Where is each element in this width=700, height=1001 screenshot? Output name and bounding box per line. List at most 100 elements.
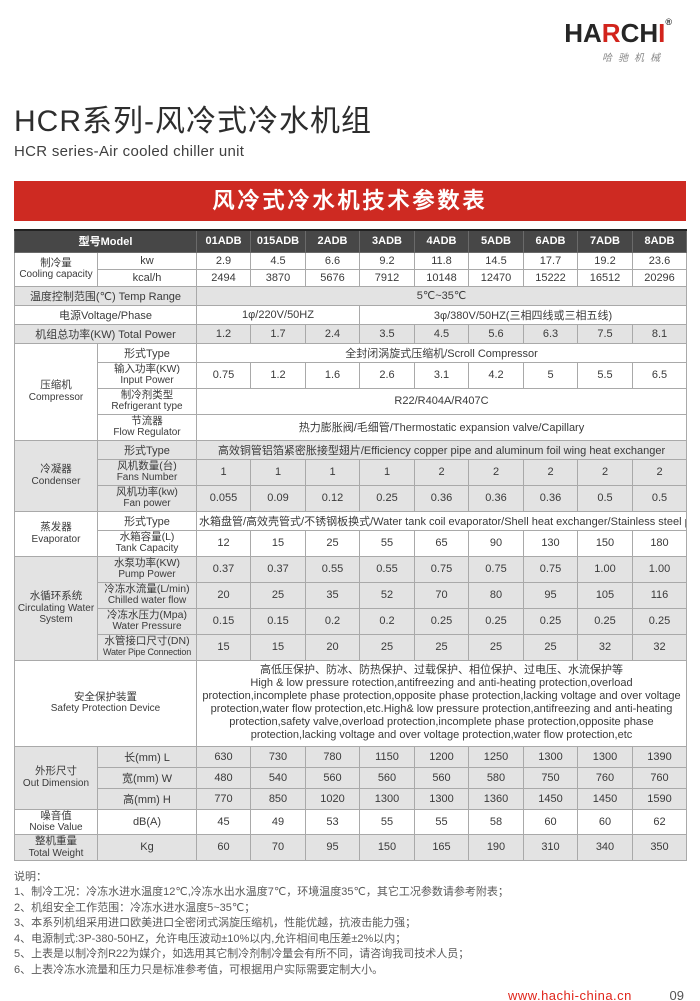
value-cell: 1300 (523, 745, 578, 768)
table-row-temp-range: 温度控制范围(℃) Temp Range 5℃~35℃ (14, 285, 687, 306)
row-label-zh: 冷冻水流量(L/min) (104, 582, 190, 595)
group-label-zh: 冷凝器 (40, 463, 72, 476)
model-header-cell: 3ADB (359, 229, 415, 253)
group-label-zh: 外形尺寸 (35, 765, 77, 778)
table-title-banner: 风冷式冷水机技术参数表 (14, 181, 686, 221)
registered-mark-icon: ® (665, 17, 672, 27)
row-label-input-power: 输入功率(KW) Input Power (97, 361, 197, 389)
table-row-weight: 整机重量 Total Weight Kg 60 70 95 150 165 190 310 34… (14, 834, 687, 861)
table-row-compressor-type: 压缩机 Compressor 形式Type 全封闭涡旋式压缩机/Scroll Co… (14, 342, 687, 441)
value-cell: 1300 (359, 787, 415, 810)
value-cell: 310 (523, 834, 578, 861)
value-cell: 55 (414, 808, 469, 836)
value-cell: 60 (196, 834, 251, 861)
value-cell: 0.2 (305, 607, 360, 635)
value-cell: 25 (414, 633, 469, 661)
value-cell: 1450 (523, 787, 578, 810)
condenser-type-value: 高效铜管铝箔紧密胀接型翅片/Efficiency copper pipe and… (196, 439, 687, 460)
group-label-safety: 安全保护装置 Safety Protection Device (14, 659, 197, 747)
value-cell: 20 (196, 581, 251, 609)
value-cell: 35 (305, 581, 360, 609)
value-cell: 1 (305, 458, 360, 486)
value-cell: 11.8 (414, 251, 469, 270)
brand-text-red: R (601, 18, 621, 48)
value-cell: 560 (359, 766, 415, 789)
safety-protection-text: 高低压保护、防冰、防热保护、过载保护、相位保护、过电压、水流保护等 High & … (196, 659, 687, 747)
value-cell: 0.5 (632, 484, 687, 512)
value-cell: 0.15 (250, 607, 306, 635)
value-cell: 62 (632, 808, 687, 836)
table-row-evaporator-type: 蒸发器 Evaporator 形式Type 水箱盘管/高效壳管式/不锈钢板换式/W… (14, 510, 687, 557)
group-label-en: Circulating Water System (17, 602, 95, 625)
brand-text-red: I (658, 18, 666, 48)
value-cell: 0.37 (250, 555, 306, 583)
value-cell: 760 (632, 766, 687, 789)
value-cell: 49 (250, 808, 306, 836)
page-number: 09 (669, 988, 684, 1001)
table-row-cooling-kw: 制冷量 Cooling capacity kw 2.9 4.5 6.6 9.2 11.8 1… (14, 251, 687, 287)
group-label-en: Out Dimension (22, 777, 90, 789)
row-label-en: Pump Power (118, 569, 176, 581)
value-cell: 1 (359, 458, 415, 486)
evaporator-type-value: 水箱盘管/高效壳管式/不锈钢板换式/Water tank coil evapor… (196, 510, 687, 531)
value-cell: 4.5 (414, 323, 469, 344)
safety-text-zh: 高低压保护、防冰、防热保护、过载保护、相位保护、过电压、水流保护等 (260, 664, 623, 676)
value-cell: 770 (196, 787, 251, 810)
table-row-width: 宽(mm) W 480 540 560 560 560 580 750 760 760 (15, 766, 687, 789)
row-label-fan-power: 风机功率(kw) Fan power (97, 484, 197, 512)
value-cell: 1300 (414, 787, 469, 810)
safety-text-en: High & low pressure rotection,antifreezi… (202, 677, 681, 741)
value-cell: 0.37 (196, 555, 251, 583)
value-cell: 60 (577, 808, 633, 836)
value-cell: 750 (523, 766, 578, 789)
brand-text: CH (620, 18, 659, 48)
row-label-fans-number: 风机数量(台) Fans Number (97, 458, 197, 486)
value-cell: 130 (523, 529, 578, 557)
value-cell: 23.6 (632, 251, 687, 270)
group-label-cooling-capacity: 制冷量 Cooling capacity (14, 251, 98, 287)
row-label-pump-power: 水泵功率(KW) Pump Power (97, 555, 197, 583)
website-url: www.hachi-china.cn (508, 988, 632, 1001)
row-label-zh: 水泵功率(KW) (114, 556, 180, 569)
value-cell: 2 (632, 458, 687, 486)
value-cell: 90 (468, 529, 524, 557)
table-row-total-power: 机组总功率(KW) Total Power 1.2 1.7 2.4 3.5 4.5 5.6… (14, 323, 687, 344)
row-label-kcal: kcal/h (97, 268, 197, 287)
model-header-label: 型号Model (14, 229, 197, 253)
value-cell: 2 (468, 458, 524, 486)
value-cell: 3870 (250, 268, 306, 287)
value-cell: 0.055 (196, 484, 251, 512)
value-cell: 1 (196, 458, 251, 486)
value-cell: 95 (305, 834, 360, 861)
row-label-chilled-water-flow: 冷冻水流量(L/min) Chilled water flow (97, 581, 197, 609)
value-cell: 1020 (305, 787, 360, 810)
value-cell: 25 (250, 581, 306, 609)
value-cell: 850 (250, 787, 306, 810)
value-cell: 165 (414, 834, 469, 861)
note-line: 1、制冷工况：冷冻水进水温度12℃,冷冻水出水温度7℃，环境温度35℃，其它工况… (14, 886, 509, 899)
row-label-en: Flow Regulator (113, 427, 181, 439)
value-cell: 25 (523, 633, 578, 661)
notes-list: 1、制冷工况：冷冻水进水温度12℃,冷冻水出水温度7℃，环境温度35℃，其它工况… (14, 885, 686, 978)
value-cell: 19.2 (577, 251, 633, 270)
value-cell: 16512 (577, 268, 633, 287)
value-cell: 540 (250, 766, 306, 789)
table-row-safety: 安全保护装置 Safety Protection Device 高低压保护、防冰、… (14, 659, 687, 747)
model-header-cell: 2ADB (305, 229, 360, 253)
page-footer: www.hachi-china.cn 09 (508, 988, 684, 1001)
value-cell: 2 (414, 458, 469, 486)
value-cell: 80 (468, 581, 524, 609)
page-title: HCR系列-风冷式冷水机组 (14, 105, 372, 138)
value-cell: 3.1 (414, 361, 469, 389)
value-cell: 7912 (359, 268, 415, 287)
value-cell: 1.00 (577, 555, 633, 583)
model-header-cell: 5ADB (468, 229, 524, 253)
value-cell: 10148 (414, 268, 469, 287)
row-label-en: Water Pipe Connection (102, 646, 191, 657)
value-cell: 0.36 (414, 484, 469, 512)
value-cell: 0.36 (468, 484, 524, 512)
value-cell: 5676 (305, 268, 360, 287)
value-cell: 1200 (414, 745, 469, 768)
group-label-en: Evaporator (31, 533, 81, 545)
